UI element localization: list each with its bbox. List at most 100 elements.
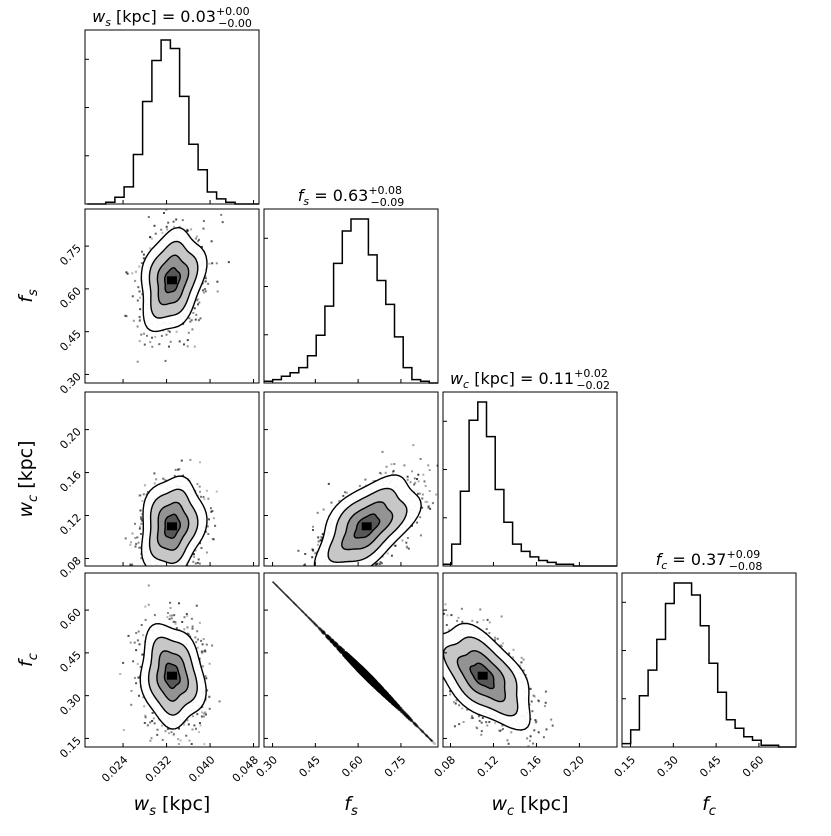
scatter-point xyxy=(390,554,393,557)
scatter-point xyxy=(150,568,152,570)
scatter-point xyxy=(138,676,141,679)
scatter-point xyxy=(204,649,206,652)
scatter-point xyxy=(440,749,442,751)
scatter-point xyxy=(502,728,504,730)
scatter-point xyxy=(143,705,146,708)
scatter-point xyxy=(151,237,153,240)
scatter-point xyxy=(328,570,330,572)
scatter-point xyxy=(192,311,195,314)
scatter-point xyxy=(542,736,545,739)
scatter-point xyxy=(221,221,224,224)
scatter-point xyxy=(156,577,158,579)
y-axis-label-3: fc xyxy=(15,653,41,667)
scatter-point xyxy=(153,614,156,617)
scatter-point xyxy=(380,472,383,475)
scatter-point xyxy=(409,481,412,484)
scatter-point xyxy=(198,621,201,624)
scatter-point xyxy=(198,562,201,565)
scatter-point xyxy=(208,696,211,699)
scatter-point xyxy=(342,570,344,572)
scatter-point xyxy=(180,598,182,600)
scatter-point xyxy=(405,541,408,544)
scatter-point xyxy=(200,245,203,248)
scatter-point xyxy=(149,236,152,239)
scatter-point xyxy=(194,636,197,639)
scatter-point xyxy=(144,605,147,608)
scatter-point xyxy=(391,473,394,476)
scatter-point xyxy=(138,643,141,646)
scatter-point xyxy=(342,494,345,497)
scatter-point xyxy=(512,656,515,659)
scatter-point xyxy=(165,225,168,228)
scatter-point xyxy=(142,634,145,637)
scatter-point xyxy=(480,721,483,724)
scatter-point xyxy=(543,705,546,708)
scatter-point xyxy=(215,262,218,265)
scatter-point xyxy=(202,715,205,718)
scatter-point xyxy=(138,694,140,697)
scatter-point xyxy=(530,700,533,703)
scatter-point xyxy=(164,730,167,733)
scatter-point xyxy=(164,479,167,482)
scatter-point xyxy=(471,715,473,718)
scatter-point xyxy=(195,313,198,316)
scatter-point xyxy=(202,638,205,641)
scatter-point xyxy=(141,500,144,502)
scatter-point xyxy=(130,689,133,692)
scatter-point xyxy=(137,576,139,578)
scatter-point xyxy=(136,360,139,363)
scatter-point xyxy=(479,608,482,611)
scatter-point xyxy=(364,576,366,578)
scatter-point xyxy=(168,732,170,735)
panel-frame-2-0 xyxy=(84,391,260,567)
scatter-point xyxy=(125,315,128,318)
scatter-point xyxy=(193,307,196,310)
histogram-0: ws [kpc] = 0.03+0.00 −0.00 xyxy=(84,5,260,205)
scatter-point xyxy=(538,700,540,703)
scatter-point xyxy=(427,505,430,508)
y-tick-label-1-1: 0.45 xyxy=(57,327,84,354)
scatter-point xyxy=(354,568,356,570)
scatter-point xyxy=(403,670,405,672)
density-peak xyxy=(477,671,488,680)
y-axis-label-2: wc [kpc] xyxy=(15,440,41,517)
x-tick-label-2-2: 0.16 xyxy=(517,753,544,780)
scatter-point xyxy=(411,524,413,527)
scatter-point xyxy=(440,636,442,638)
scatter-point xyxy=(435,493,438,496)
scatter-point xyxy=(160,228,163,231)
scatter-point xyxy=(493,639,496,642)
scatter-point xyxy=(414,680,416,682)
scatter-point xyxy=(416,521,419,524)
scatter-point xyxy=(344,491,346,494)
scatter-point xyxy=(139,308,142,311)
scatter-point xyxy=(180,459,183,462)
scatter-point xyxy=(450,614,453,617)
scatter-point xyxy=(534,721,537,724)
scatter-point xyxy=(532,694,535,697)
scatter-point xyxy=(469,778,471,780)
scatter-point xyxy=(197,298,200,301)
scatter-point xyxy=(153,224,156,227)
scatter-point xyxy=(139,318,141,321)
scatter-point xyxy=(428,490,431,492)
degeneracy-line xyxy=(271,580,433,742)
scatter-point xyxy=(434,685,436,687)
scatter-point xyxy=(320,539,323,542)
scatter-point xyxy=(475,726,478,729)
scatter-point xyxy=(202,227,205,230)
scatter-point xyxy=(193,553,195,556)
scatter-point xyxy=(186,339,189,342)
scatter-point xyxy=(163,568,165,570)
scatter-point xyxy=(161,231,164,234)
scatter-point xyxy=(149,247,152,250)
panel-content-2-1 xyxy=(297,444,438,578)
scatter-point xyxy=(200,547,203,549)
scatter-point xyxy=(431,740,435,744)
scatter-point xyxy=(423,480,426,483)
scatter-point xyxy=(203,712,205,715)
scatter-point xyxy=(165,333,168,336)
scatter-point xyxy=(453,725,456,728)
scatter-point xyxy=(141,250,143,253)
scatter-point xyxy=(354,567,356,569)
